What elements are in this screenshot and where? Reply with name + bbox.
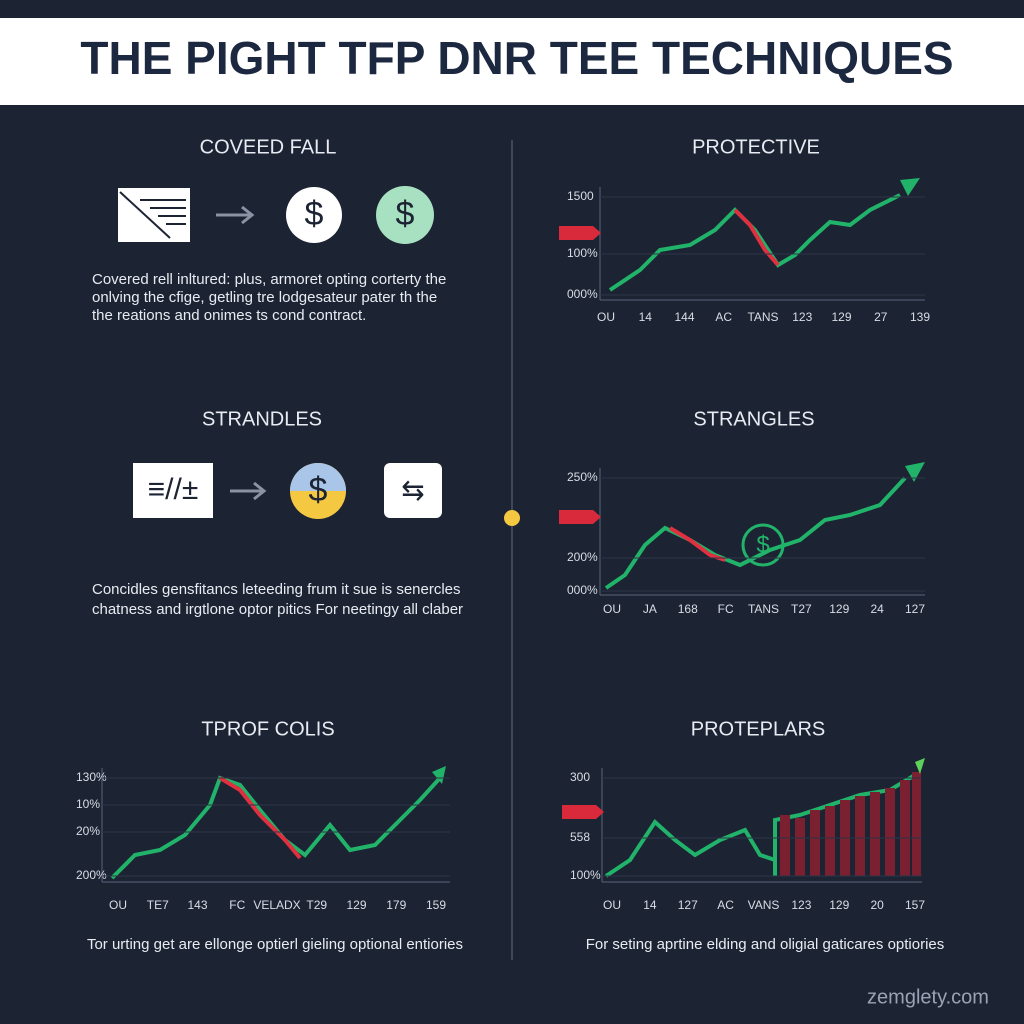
panel-heading: PROTECTIVE <box>692 136 820 158</box>
x-tick-label: OU <box>597 310 615 324</box>
title-banner <box>0 18 1024 105</box>
x-tick-label: 179 <box>386 898 406 912</box>
svg-text:$: $ <box>305 195 324 233</box>
x-tick-label: OU <box>603 602 621 616</box>
x-tick-label: OU <box>109 898 127 912</box>
panel-text: Covered rell inltured: plus, armoret opt… <box>92 271 446 288</box>
x-tick-label: 129 <box>829 898 849 912</box>
x-tick-label: VANS <box>748 898 780 912</box>
x-tick-label: 24 <box>870 602 884 616</box>
price-tag <box>559 226 601 240</box>
x-tick-label: TANS <box>748 602 779 616</box>
svg-text:$: $ <box>309 471 328 509</box>
panel-text: Concidles gensfitancs leteeding frum it … <box>92 581 461 598</box>
x-tick-label: TANS <box>747 310 778 324</box>
panel-heading: STRANGLES <box>693 408 814 430</box>
y-tick-label: 1500 <box>567 189 594 203</box>
footer: zemglety.com <box>867 986 989 1008</box>
x-tick-label: OU <box>603 898 621 912</box>
x-tick-label: 14 <box>639 310 653 324</box>
x-tick-label: 127 <box>905 602 925 616</box>
x-tick-label: 123 <box>792 310 812 324</box>
panel-caption: Tor urting get are ellonge optierl gieli… <box>87 936 463 953</box>
icons-strandles: ≡//± $ ⇆ <box>133 463 442 519</box>
panel-caption: For seting aprtine elding and oligial ga… <box>586 936 945 953</box>
svg-text:$: $ <box>756 531 769 558</box>
svg-text:≡//±: ≡//± <box>148 473 199 506</box>
price-tag <box>562 805 604 819</box>
svg-text:⇆: ⇆ <box>401 474 424 505</box>
y-tick-label: 200% <box>567 550 598 564</box>
x-tick-label: 129 <box>346 898 366 912</box>
y-tick-label: 000% <box>567 287 598 301</box>
panel-heading: STRANDLES <box>202 408 322 430</box>
panel-heading: TPROF COLIS <box>201 718 334 740</box>
divider-dot <box>504 510 520 526</box>
x-tick-label: 144 <box>674 310 694 324</box>
y-tick-label: 000% <box>567 583 598 597</box>
x-tick-label: JA <box>643 602 657 616</box>
x-tick-label: 129 <box>831 310 851 324</box>
panel-text: onlving the cfige, getling tre lodgesate… <box>92 289 437 306</box>
x-tick-label: 14 <box>643 898 657 912</box>
x-tick-label: 159 <box>426 898 446 912</box>
x-tick-label: VELADX <box>253 898 300 912</box>
x-tick-label: 157 <box>905 898 925 912</box>
x-tick-label: 143 <box>187 898 207 912</box>
x-tick-label: T27 <box>791 602 812 616</box>
y-tick-label: 20% <box>76 824 100 838</box>
x-tick-label: AC <box>717 898 734 912</box>
x-tick-label: FC <box>229 898 245 912</box>
y-tick-label: 300 <box>570 770 590 784</box>
y-tick-label: 558 <box>570 830 590 844</box>
icons-covered: $ $ <box>118 186 434 244</box>
x-tick-label: 168 <box>678 602 698 616</box>
x-tick-label: 123 <box>791 898 811 912</box>
y-tick-label: 10% <box>76 797 100 811</box>
y-tick-label: 250% <box>567 470 598 484</box>
panel-heading: PROTEPLARS <box>691 718 825 740</box>
price-tag <box>559 510 601 524</box>
y-tick-label: 100% <box>567 246 598 260</box>
title: THE PIGHT TFP DNR TEE TECHNIQUES <box>80 32 953 84</box>
x-tick-label: 20 <box>870 898 884 912</box>
x-tick-label: 127 <box>678 898 698 912</box>
panel-text: chatness and irgtlone optor pitics For n… <box>92 601 463 618</box>
svg-text:$: $ <box>396 195 415 233</box>
x-tick-label: AC <box>715 310 732 324</box>
x-tick-label: 27 <box>874 310 888 324</box>
x-tick-label: T29 <box>306 898 327 912</box>
y-tick-label: 100% <box>570 868 601 882</box>
chart-trace-protective <box>608 178 920 292</box>
y-tick-label: 130% <box>76 770 107 784</box>
x-tick-label: 129 <box>829 602 849 616</box>
y-tick-label: 200% <box>76 868 107 882</box>
x-tick-label: TE7 <box>147 898 169 912</box>
panel-heading: COVEED FALL <box>200 136 337 158</box>
panel-text: the reations and onimes ts cond contract… <box>92 307 366 324</box>
x-tick-label: 139 <box>910 310 930 324</box>
x-tick-label: FC <box>718 602 734 616</box>
